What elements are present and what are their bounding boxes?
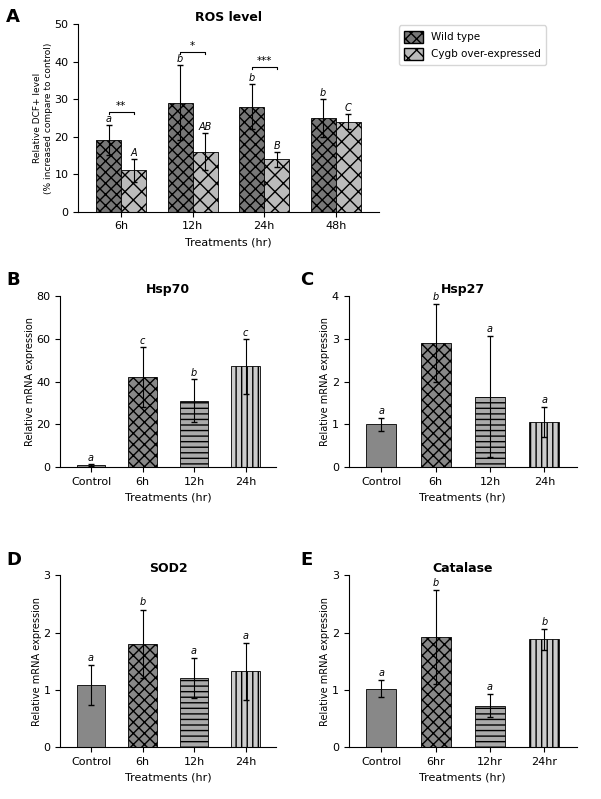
Text: **: ** <box>116 101 126 111</box>
Bar <box>129 644 157 747</box>
Text: b: b <box>191 368 197 378</box>
Y-axis label: Relative mRNA expression: Relative mRNA expression <box>32 597 42 725</box>
Bar <box>366 424 396 467</box>
Text: b: b <box>433 292 439 302</box>
Bar <box>77 686 105 747</box>
Bar <box>264 159 289 212</box>
Text: a: a <box>378 668 384 678</box>
Text: D: D <box>6 551 21 569</box>
Bar <box>121 170 146 212</box>
Text: a: a <box>106 114 112 124</box>
Text: a: a <box>88 653 94 663</box>
Bar <box>475 706 505 747</box>
Bar <box>231 367 260 467</box>
Bar <box>529 423 560 467</box>
Text: E: E <box>300 551 313 569</box>
Text: b: b <box>433 578 439 588</box>
Bar <box>421 343 451 467</box>
Bar <box>421 637 451 747</box>
X-axis label: Treatments (hr): Treatments (hr) <box>419 773 506 782</box>
Bar <box>529 639 560 747</box>
Title: Hsp27: Hsp27 <box>441 283 485 296</box>
Title: ROS level: ROS level <box>195 11 262 24</box>
Text: a: a <box>378 406 384 415</box>
Text: b: b <box>542 617 548 626</box>
Bar <box>336 121 361 212</box>
Bar <box>231 671 260 747</box>
Y-axis label: Relative mRNA expression: Relative mRNA expression <box>320 317 331 446</box>
Text: b: b <box>139 598 145 607</box>
Bar <box>475 396 505 467</box>
Text: b: b <box>248 73 255 83</box>
Text: AB: AB <box>198 121 212 132</box>
Bar <box>192 152 218 212</box>
Bar <box>180 678 208 747</box>
Legend: Wild type, Cygb over-expressed: Wild type, Cygb over-expressed <box>399 26 546 65</box>
Text: A: A <box>6 8 20 26</box>
Text: a: a <box>542 396 548 405</box>
X-axis label: Treatments (hr): Treatments (hr) <box>125 493 212 503</box>
Y-axis label: Relative DCF+ level
(% increased compare to control): Relative DCF+ level (% increased compare… <box>34 42 53 193</box>
Bar <box>239 106 264 212</box>
Title: Hsp70: Hsp70 <box>146 283 191 296</box>
Bar <box>77 465 105 467</box>
Text: B: B <box>273 141 280 150</box>
Bar <box>180 401 208 467</box>
Text: b: b <box>320 88 326 98</box>
Text: ***: *** <box>257 56 272 66</box>
Text: a: a <box>487 324 493 334</box>
Text: a: a <box>88 453 94 463</box>
Bar <box>311 117 336 212</box>
X-axis label: Treatments (hr): Treatments (hr) <box>125 773 212 782</box>
Text: C: C <box>345 103 352 113</box>
Title: SOD2: SOD2 <box>149 562 188 575</box>
Text: *: * <box>190 41 195 51</box>
Text: a: a <box>243 630 249 641</box>
Y-axis label: Relative mRNA expression: Relative mRNA expression <box>25 317 35 446</box>
Bar <box>129 377 157 467</box>
Text: A: A <box>130 148 137 158</box>
Bar <box>366 689 396 747</box>
Bar <box>168 103 192 212</box>
X-axis label: Treatments (hr): Treatments (hr) <box>419 493 506 503</box>
Bar <box>96 141 121 212</box>
Text: a: a <box>487 682 493 692</box>
Title: Catalase: Catalase <box>433 562 493 575</box>
X-axis label: Treatments (hr): Treatments (hr) <box>185 237 272 247</box>
Text: c: c <box>140 336 145 346</box>
Text: b: b <box>177 54 183 64</box>
Text: c: c <box>243 328 248 337</box>
Text: B: B <box>6 271 20 289</box>
Text: C: C <box>300 271 314 289</box>
Y-axis label: Relative mRNA expression: Relative mRNA expression <box>320 597 331 725</box>
Text: a: a <box>191 646 197 656</box>
